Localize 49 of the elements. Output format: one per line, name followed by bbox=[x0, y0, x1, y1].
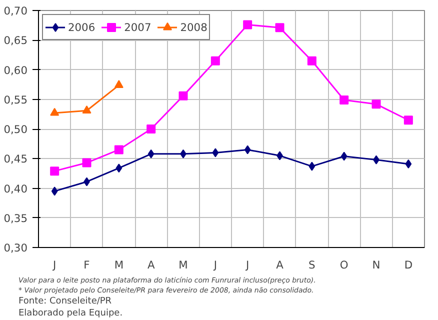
x-tick-label: O bbox=[340, 258, 348, 272]
point bbox=[210, 56, 220, 66]
x-tick-label: J bbox=[212, 258, 217, 272]
x-tick-label: N bbox=[372, 258, 380, 272]
point bbox=[212, 148, 219, 158]
y-tick-label: 0,50 bbox=[4, 123, 28, 136]
y-tick-label: 0,70 bbox=[4, 4, 28, 18]
y-tick-label: 0,65 bbox=[4, 34, 28, 48]
x-tick-label: M bbox=[178, 258, 188, 272]
point bbox=[51, 186, 58, 196]
legend-label: 2007 bbox=[124, 20, 152, 34]
y-tick-label: 0,35 bbox=[4, 212, 28, 225]
point bbox=[404, 116, 413, 125]
x-tick-label: J bbox=[245, 258, 250, 272]
source-note: Fonte: Conseleite/PR bbox=[18, 296, 112, 306]
x-tick-label: S bbox=[308, 258, 316, 272]
point bbox=[116, 164, 122, 173]
point bbox=[82, 158, 92, 168]
point bbox=[307, 56, 316, 66]
y-tick-label: 0,30 bbox=[4, 242, 28, 254]
text: Elaborado pela Equipe. bbox=[18, 308, 123, 318]
y-tick-label: 0,45 bbox=[4, 152, 28, 166]
y-tick-label: 0,40 bbox=[4, 182, 28, 196]
point bbox=[244, 145, 251, 154]
point bbox=[405, 159, 412, 168]
point bbox=[50, 166, 60, 176]
point bbox=[114, 145, 124, 154]
x-tick-label: D bbox=[404, 258, 413, 272]
point bbox=[275, 23, 284, 32]
y-tick-label: 0,60 bbox=[4, 64, 28, 77]
x-tick-label: F bbox=[84, 258, 90, 272]
point bbox=[50, 108, 60, 116]
point bbox=[146, 124, 156, 134]
legend-label: 2008 bbox=[180, 20, 208, 34]
point bbox=[308, 162, 316, 171]
x-tick-label: J bbox=[52, 258, 56, 272]
x-tick-label: A bbox=[147, 258, 156, 272]
point bbox=[114, 80, 124, 88]
x-tick-label: M bbox=[114, 258, 124, 272]
legend-label: 2006 bbox=[68, 20, 96, 34]
point bbox=[82, 106, 92, 114]
point bbox=[148, 149, 154, 158]
point bbox=[340, 95, 349, 104]
x-tick-label: A bbox=[276, 258, 284, 272]
point bbox=[372, 100, 381, 109]
point bbox=[340, 152, 348, 161]
point bbox=[178, 91, 188, 100]
point bbox=[243, 20, 252, 30]
y-tick-label: 0,55 bbox=[4, 93, 28, 106]
